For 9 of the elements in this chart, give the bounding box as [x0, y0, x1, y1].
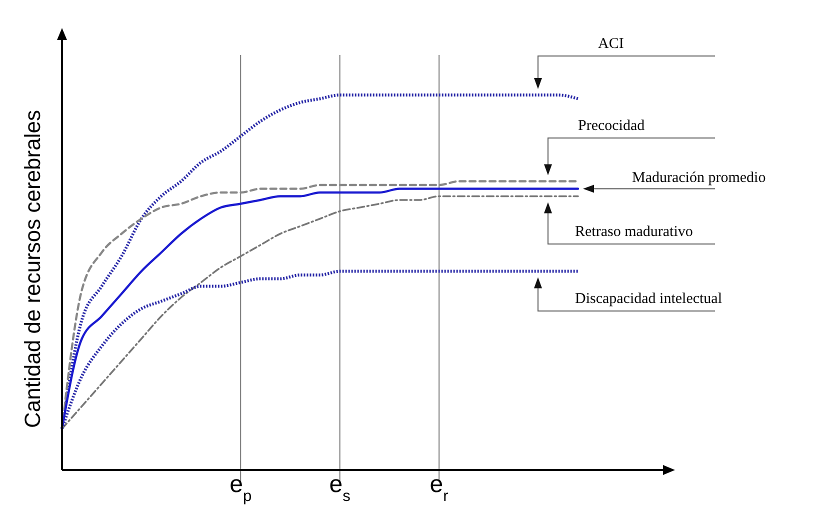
x-tick-label: e$_{s}$ — [329, 471, 351, 504]
text: Maduración promedio — [632, 170, 766, 186]
x-tick-label: e$_{p}$ — [230, 471, 252, 504]
text: ACI — [598, 36, 624, 52]
y-axis-title: Cantidad de recursos cerebrales — [20, 110, 45, 428]
series-label: Discapacidad intelectual — [575, 291, 722, 307]
x-tick-label: e$_{r}$ — [430, 471, 448, 504]
text: Precocidad — [578, 118, 646, 134]
series-label: Retraso madurativo — [575, 224, 693, 240]
